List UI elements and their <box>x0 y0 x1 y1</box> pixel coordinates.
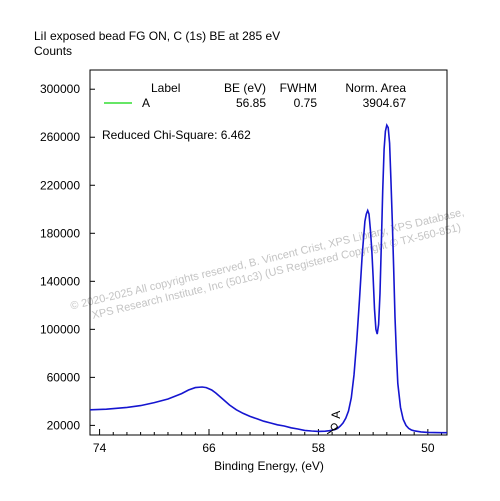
peak-a-label: A <box>329 411 343 419</box>
legend-header-area: Norm. Area <box>345 81 406 95</box>
watermark: © 2020-2025 All copyrights reserved, B. … <box>69 206 465 322</box>
x-tick-label: 74 <box>93 441 107 455</box>
plot-frame <box>89 69 448 436</box>
watermark-line-2: XPS Research Institute, Inc (501c3) (US … <box>91 222 462 322</box>
legend-header-fwhm: FWHM <box>280 81 317 95</box>
y-tick-label: 220000 <box>40 178 80 192</box>
legend-row-a-be: 56.85 <box>236 96 266 110</box>
y-axis-label: Counts <box>34 44 73 58</box>
y-tick-label: 60000 <box>47 370 81 384</box>
chi-square-annotation: Reduced Chi-Square: 6.462 <box>102 128 251 142</box>
legend-row-a-area: 3904.67 <box>363 96 407 110</box>
y-tick-label: 140000 <box>40 274 80 288</box>
watermark-line-1: © 2020-2025 All copyrights reserved, B. … <box>69 206 465 312</box>
legend-header-label: Label <box>151 81 180 95</box>
x-tick-label: 50 <box>421 441 435 455</box>
y-tick-label: 20000 <box>47 418 81 432</box>
legend-row-a-label: A <box>142 96 150 110</box>
legend: Label BE (eV) FWHM Norm. Area A 56.85 0.… <box>104 81 406 110</box>
series-a-line <box>89 123 447 434</box>
peak-a-marker: A <box>326 411 343 435</box>
x-axis-label: Binding Energy, (eV) <box>214 459 324 473</box>
y-tick-label: 260000 <box>40 130 80 144</box>
x-tick-label: 58 <box>312 441 326 455</box>
y-tick-label: 100000 <box>40 322 80 336</box>
chart-title: LiI exposed bead FG ON, C (1s) BE at 285… <box>34 29 281 43</box>
legend-header-be: BE (eV) <box>224 81 266 95</box>
y-tick-label: 180000 <box>40 226 80 240</box>
x-axis-ticks: 74 66 58 50 <box>93 429 443 455</box>
y-axis-ticks: 20000 60000 100000 140000 180000 220000 260000… <box>40 82 95 432</box>
y-tick-label: 300000 <box>40 82 80 96</box>
legend-row-a-fwhm: 0.75 <box>294 96 318 110</box>
x-tick-label: 66 <box>202 441 216 455</box>
